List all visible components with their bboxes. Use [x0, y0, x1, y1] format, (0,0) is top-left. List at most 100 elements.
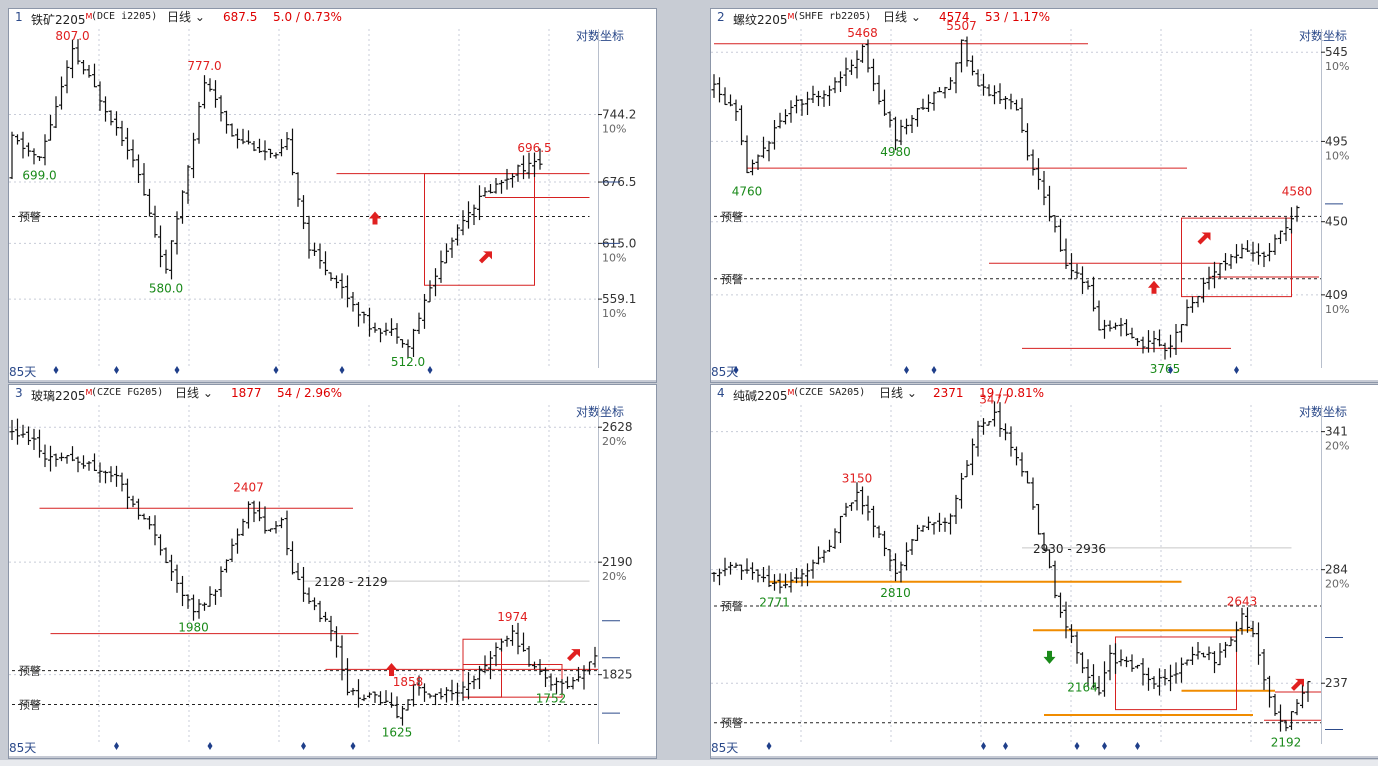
chart-header: 2 螺纹2205M (SHFE rb2205) 日线 ⌄ 4574 53 / 1… — [711, 9, 1378, 28]
ohlc-bar — [1008, 93, 1014, 110]
ohlc-bar — [136, 154, 141, 183]
ohlc-bar — [59, 76, 64, 110]
ohlc-bar — [515, 164, 521, 182]
panel-3[interactable]: 3 玻璃2205M (CZCE FG205) 日线 ⌄ 1877 54 / 2.… — [8, 384, 657, 759]
ohlc-bar — [953, 494, 959, 525]
chart-header: 4 纯碱2205M (CZCE SA205) 日线 ⌄ 2371 19 / 0.… — [711, 385, 1378, 404]
ohlc-bar — [86, 64, 92, 78]
ohlc-bar — [931, 91, 937, 111]
ohlc-bar — [191, 594, 196, 621]
ohlc-bar — [992, 85, 997, 105]
ohlc-bar — [1014, 446, 1019, 466]
chart-header: 3 玻璃2205M (CZCE FG205) 日线 ⌄ 1877 54 / 2.… — [9, 385, 656, 404]
period-selector[interactable]: 日线 ⌄ — [879, 385, 917, 401]
event-diamond-icon — [114, 742, 119, 750]
ohlc-bar — [1278, 704, 1283, 732]
event-diamond-icon — [931, 366, 937, 374]
range-box — [1181, 217, 1292, 298]
ohlc-bar — [1190, 646, 1195, 665]
ohlc-bar — [444, 243, 449, 264]
panel-number: 3 — [15, 386, 23, 400]
ohlc-bar — [559, 679, 565, 694]
ohlc-bar — [1096, 675, 1102, 696]
period-selector[interactable]: 日线 ⌄ — [167, 9, 205, 25]
ohlc-bar — [510, 173, 515, 188]
ohlc-bar — [1190, 296, 1195, 313]
ohlc-bar — [1278, 230, 1283, 244]
price-change: 19 / 0.81% — [979, 386, 1045, 400]
ohlc-bar — [1080, 652, 1085, 674]
ohlc-bar — [482, 655, 488, 674]
period-selector[interactable]: 日线 ⌄ — [883, 9, 921, 25]
ohlc-bar — [548, 673, 554, 691]
panel-4[interactable]: 4 纯碱2205M (CZCE SA205) 日线 ⌄ 2371 19 / 0.… — [710, 384, 1378, 759]
ohlc-bar — [843, 57, 849, 87]
chevron-down-icon: ⌄ — [194, 10, 205, 24]
instrument-name-text: 铁矿2205 — [31, 13, 86, 27]
ohlc-bar — [301, 195, 306, 230]
instrument-name[interactable]: 铁矿2205M — [31, 9, 92, 28]
ohlc-bar — [20, 424, 26, 438]
ohlc-bar — [1124, 656, 1129, 668]
ohlc-bar — [323, 611, 328, 622]
ohlc-bar — [246, 130, 251, 145]
ohlc-bar — [306, 587, 312, 604]
ohlc-bar — [295, 562, 301, 581]
panel-1[interactable]: 1 铁矿2205M (DCE i2205) 日线 ⌄ 687.5 5.0 / 0… — [8, 8, 657, 383]
ohlc-bar — [262, 506, 268, 534]
ohlc-bar — [1036, 158, 1041, 190]
ohlc-bar — [1267, 243, 1272, 262]
event-diamond-icon — [1074, 742, 1080, 750]
ohlc-bar — [1201, 652, 1206, 658]
ohlc-bar — [416, 675, 422, 696]
ohlc-bar — [114, 465, 119, 487]
event-diamond-icon — [1003, 742, 1008, 750]
ohlc-bar — [361, 694, 367, 702]
ohlc-bar — [163, 547, 169, 564]
log-scale-toggle[interactable]: 对数坐标 — [575, 29, 624, 43]
ohlc-bar — [1206, 646, 1212, 661]
ohlc-bar — [854, 50, 860, 79]
ohlc-bar — [777, 573, 783, 594]
ohlc-bar — [981, 73, 986, 96]
ohlc-bar — [1283, 720, 1289, 732]
ohlc-bar — [838, 515, 843, 543]
ohlc-bar — [805, 563, 810, 587]
ohlc-bar — [788, 571, 794, 593]
instrument-name[interactable]: 玻璃2205M — [31, 385, 92, 404]
ohlc-bar — [411, 328, 416, 357]
ohlc-bar — [970, 438, 975, 476]
ohlc-bar — [537, 659, 543, 675]
ohlc-bar — [97, 81, 103, 111]
ohlc-bar — [904, 118, 909, 135]
axis-percent-label: 20% — [1325, 440, 1349, 453]
ohlc-bar — [301, 566, 306, 602]
instrument-name-text: 纯碱2205 — [733, 389, 788, 403]
instrument-name[interactable]: 纯碱2205M — [733, 385, 794, 404]
log-scale-toggle[interactable]: 对数坐标 — [575, 405, 624, 419]
log-scale-toggle[interactable]: 对数坐标 — [1298, 29, 1347, 43]
ohlc-bar — [1223, 641, 1228, 658]
instrument-name[interactable]: 螺纹2205M — [733, 9, 794, 28]
ohlc-bar — [444, 687, 449, 703]
extreme-price-label: 5507 — [946, 19, 977, 33]
ohlc-bar — [1234, 244, 1239, 264]
ohlc-bar — [1256, 243, 1261, 265]
axis-price-label: 559.1 — [602, 292, 636, 306]
ohlc-bar — [86, 461, 92, 471]
ohlc-bar — [180, 575, 185, 607]
ohlc-bar — [174, 564, 180, 593]
panel-2[interactable]: 2 螺纹2205M (SHFE rb2205) 日线 ⌄ 4574 53 / 1… — [710, 8, 1378, 383]
log-scale-toggle[interactable]: 对数坐标 — [1298, 405, 1347, 419]
last-price: 1877 — [231, 386, 262, 400]
ohlc-bar — [235, 528, 240, 554]
period-selector[interactable]: 日线 ⌄ — [175, 385, 213, 401]
ohlc-bar — [158, 225, 163, 268]
signal-arrow-icon — [1148, 280, 1160, 294]
ohlc-bar — [739, 105, 744, 146]
ohlc-bar — [1256, 622, 1261, 665]
ohlc-bar — [240, 128, 246, 145]
ohlc-bar — [711, 571, 717, 582]
ohlc-bar — [455, 224, 460, 246]
chevron-down-icon: ⌄ — [202, 386, 213, 400]
